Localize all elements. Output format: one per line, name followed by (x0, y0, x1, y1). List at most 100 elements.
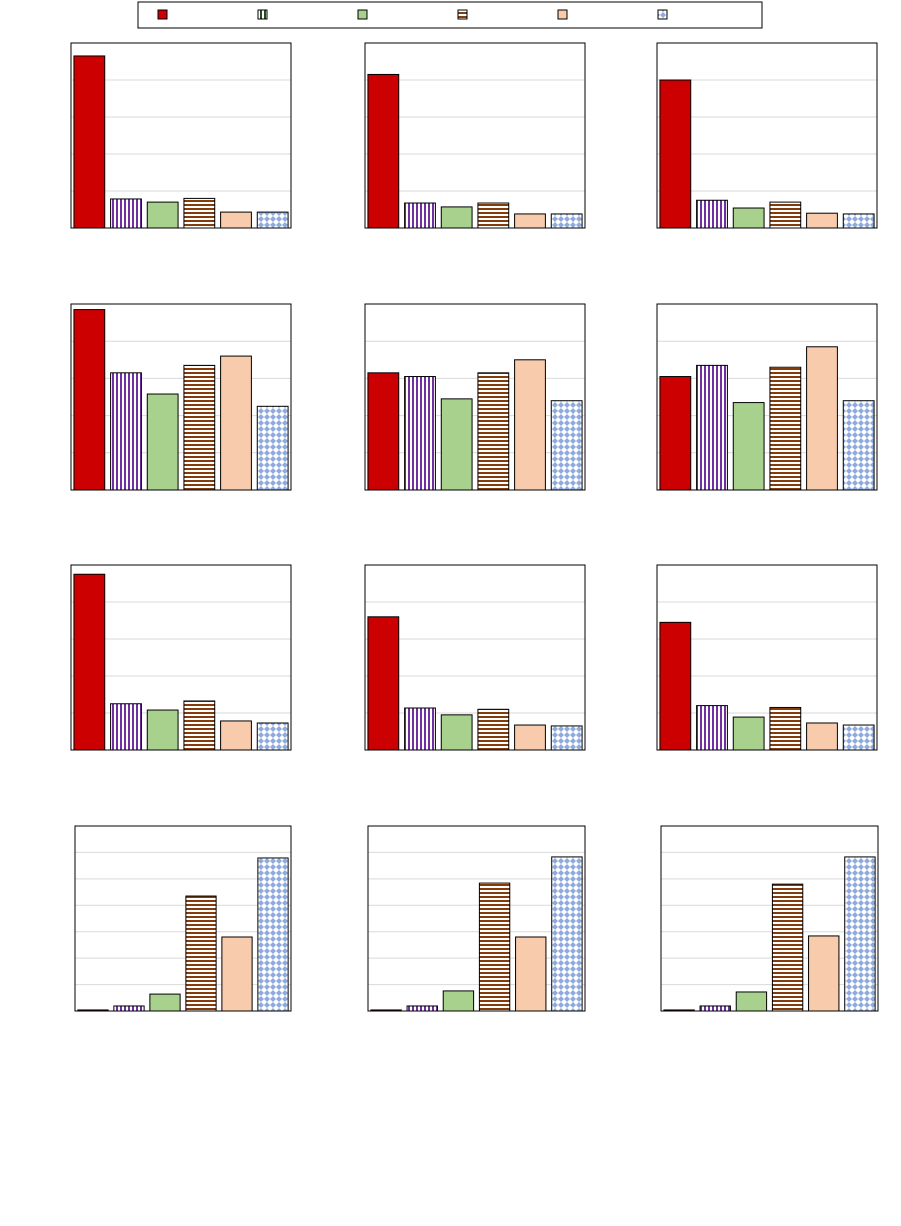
bar (842, 724, 875, 751)
bar (477, 372, 510, 491)
legend-swatch (257, 9, 268, 20)
bar (732, 402, 765, 491)
bar (659, 376, 692, 491)
bar (659, 79, 692, 229)
bar (221, 936, 253, 1012)
bar (113, 1005, 145, 1012)
bar (808, 935, 840, 1012)
bar (442, 990, 475, 1012)
bar (550, 400, 583, 491)
plot-frame (364, 42, 586, 229)
bar (515, 936, 547, 1012)
legend-swatch (457, 9, 468, 20)
bar (440, 398, 473, 491)
bar (110, 372, 142, 491)
bar (771, 883, 804, 1012)
chart (656, 564, 878, 751)
bar (696, 364, 728, 491)
bar (367, 73, 400, 229)
bar (699, 1005, 731, 1012)
bar (183, 700, 216, 751)
bar (514, 724, 546, 751)
plot-frame (70, 303, 292, 491)
bar (696, 705, 728, 751)
bar (769, 201, 802, 229)
plot-frame (660, 825, 879, 1012)
bar (149, 993, 181, 1012)
bar (146, 393, 179, 491)
bar (183, 364, 216, 491)
chart (364, 42, 586, 229)
bar (406, 1005, 438, 1012)
bar (220, 720, 252, 751)
legend-swatch (357, 9, 368, 20)
bar (477, 708, 510, 751)
bar (806, 212, 838, 229)
bar (844, 856, 876, 1012)
bar (732, 716, 765, 751)
bar (110, 198, 142, 229)
plot-frame (70, 42, 292, 229)
chart (656, 303, 878, 491)
bar (732, 207, 765, 229)
bar (257, 857, 289, 1012)
bar (440, 206, 473, 229)
legend-swatch (657, 9, 668, 20)
plot-frame (364, 303, 586, 491)
bar (477, 202, 510, 229)
bar (550, 725, 583, 751)
chart (70, 564, 292, 751)
bar (478, 882, 511, 1012)
bar (185, 895, 217, 1012)
plot-frame (364, 564, 586, 751)
plot-frame (656, 564, 878, 751)
chart (660, 825, 879, 1012)
bar (806, 346, 838, 491)
plot-frame (656, 42, 878, 229)
legend-swatch (557, 9, 568, 20)
bar (440, 714, 473, 751)
chart (74, 825, 292, 1012)
bar (404, 707, 436, 751)
chart (364, 564, 586, 751)
bar (110, 703, 142, 751)
bar (735, 991, 768, 1012)
bar (842, 213, 875, 229)
chart (364, 303, 586, 491)
bar (73, 309, 106, 491)
bar (73, 55, 106, 229)
bar (514, 359, 546, 491)
bar (659, 621, 692, 751)
plot-frame (367, 825, 586, 1012)
bar (842, 400, 875, 491)
bar (769, 706, 802, 751)
plot-frame (70, 564, 292, 751)
bar (146, 709, 179, 751)
chart (70, 42, 292, 229)
plot-frame (656, 303, 878, 491)
bar (514, 213, 546, 229)
bar (551, 856, 583, 1012)
bar (404, 202, 436, 229)
bar (806, 722, 838, 751)
bar (256, 405, 289, 491)
bar (696, 199, 728, 229)
bar (367, 616, 400, 751)
plot-frame (74, 825, 292, 1012)
legend-box (137, 1, 763, 29)
bar (404, 376, 436, 491)
bar (550, 213, 583, 229)
bar (146, 201, 179, 229)
bar (256, 211, 289, 229)
bar (73, 573, 106, 751)
bar (769, 366, 802, 491)
bar (183, 197, 216, 229)
chart (70, 303, 292, 491)
bar (220, 211, 252, 229)
legend-swatch (157, 9, 168, 20)
bar (256, 722, 289, 751)
bar (367, 372, 400, 491)
chart (367, 825, 586, 1012)
